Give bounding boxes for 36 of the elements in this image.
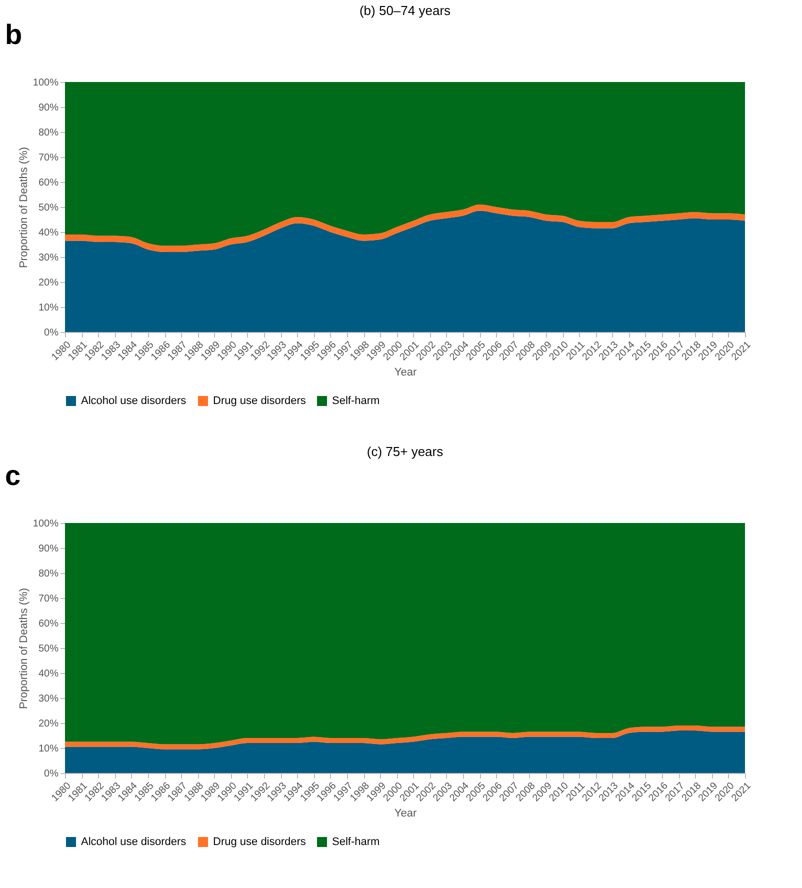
y-tick-label: 90% bbox=[38, 102, 59, 114]
legend-label: Drug use disorders bbox=[213, 395, 306, 407]
y-tick-label: 30% bbox=[38, 694, 59, 704]
text: c bbox=[5, 460, 21, 491]
y-tick-label: 50% bbox=[38, 202, 59, 214]
y-tick-label: 60% bbox=[38, 618, 59, 630]
y-tick-label: 20% bbox=[38, 718, 59, 730]
text: b bbox=[5, 19, 22, 50]
y-tick-label: 50% bbox=[38, 644, 59, 654]
y-tick-label: 40% bbox=[38, 668, 59, 680]
y-tick-label: 0% bbox=[44, 768, 59, 780]
legend-label: Alcohol use disorders bbox=[81, 395, 187, 407]
y-tick-label: 70% bbox=[38, 594, 59, 604]
y-tick-label: 90% bbox=[38, 544, 59, 554]
legend-label: Self-harm bbox=[332, 836, 380, 848]
y-axis-title: Proportion of Deaths (%) bbox=[18, 588, 30, 710]
y-tick-label: 100% bbox=[32, 518, 59, 530]
chart-title: (c) 75+ years bbox=[366, 444, 444, 459]
chart-title: (b) 50–74 years bbox=[359, 3, 452, 18]
y-tick-label: 10% bbox=[38, 302, 59, 314]
y-tick-label: 20% bbox=[38, 278, 59, 288]
y-tick-label: 80% bbox=[38, 568, 59, 580]
legend-label: Alcohol use disorders bbox=[81, 836, 187, 848]
y-tick-label: 100% bbox=[32, 78, 59, 88]
legend-label: Drug use disorders bbox=[213, 836, 306, 848]
legend-label: Self-harm bbox=[332, 395, 380, 407]
y-tick-label: 60% bbox=[38, 178, 59, 188]
y-tick-label: 0% bbox=[44, 328, 59, 338]
y-tick-label: 70% bbox=[38, 152, 59, 164]
y-tick-label: 40% bbox=[38, 228, 59, 238]
y-tick-label: 10% bbox=[38, 744, 59, 754]
y-axis-title: Proportion of Deaths (%) bbox=[18, 146, 30, 268]
x-axis-title: Year bbox=[394, 807, 417, 820]
y-tick-label: 80% bbox=[38, 128, 59, 138]
x-axis-title: Year bbox=[394, 366, 417, 378]
y-tick-label: 30% bbox=[38, 252, 59, 264]
